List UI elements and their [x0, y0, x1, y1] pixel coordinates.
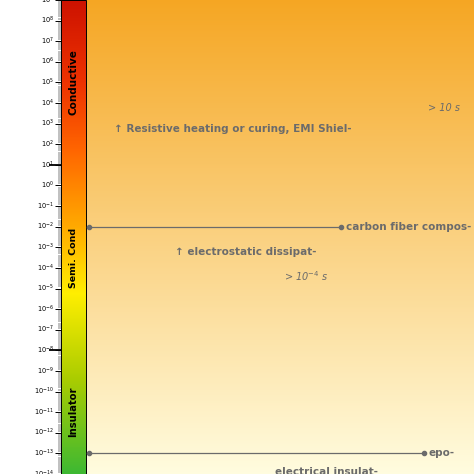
Text: $10^{-3}$: $10^{-3}$	[37, 242, 54, 253]
Bar	[61, 0, 86, 474]
Text: $10^{-7}$: $10^{-7}$	[37, 324, 54, 336]
Text: ↑ Resistive heating or curing, EMI Shiel-: ↑ Resistive heating or curing, EMI Shiel…	[114, 124, 351, 134]
Text: > 10$^{-4}$ s: > 10$^{-4}$ s	[284, 269, 328, 283]
Text: $10^{-13}$: $10^{-13}$	[34, 448, 54, 459]
Text: $10^{2}$: $10^{2}$	[41, 138, 54, 150]
Text: $10^{6}$: $10^{6}$	[41, 56, 54, 67]
Text: $10^{1}$: $10^{1}$	[41, 159, 54, 171]
Text: > 10 s: > 10 s	[428, 103, 460, 113]
Text: $10^{0}$: $10^{0}$	[41, 180, 54, 191]
Text: $10^{-5}$: $10^{-5}$	[37, 283, 54, 294]
Text: $10^{3}$: $10^{3}$	[41, 118, 54, 129]
Text: electrical insulat-: electrical insulat-	[275, 467, 378, 474]
Text: $10^{-9}$: $10^{-9}$	[37, 365, 54, 377]
Text: Conductive: Conductive	[68, 49, 79, 115]
Text: $10^{-14}$: $10^{-14}$	[34, 468, 54, 474]
Text: Semi. Cond: Semi. Cond	[69, 228, 78, 288]
Text: $10^{4}$: $10^{4}$	[41, 97, 54, 109]
Text: $10^{5}$: $10^{5}$	[41, 77, 54, 88]
Text: $10^{-2}$: $10^{-2}$	[37, 221, 54, 232]
Text: $10^{-12}$: $10^{-12}$	[34, 427, 54, 438]
Text: $10^{8}$: $10^{8}$	[41, 15, 54, 26]
Text: $10^{-11}$: $10^{-11}$	[34, 407, 54, 418]
Text: carbon fiber compos-: carbon fiber compos-	[346, 222, 472, 232]
Text: $10^{-4}$: $10^{-4}$	[37, 262, 54, 273]
Text: Insulator: Insulator	[68, 387, 79, 438]
Text: $10^{7}$: $10^{7}$	[41, 36, 54, 47]
Text: ↑ electrostatic dissipat-: ↑ electrostatic dissipat-	[175, 247, 317, 257]
Text: epo-: epo-	[429, 448, 455, 458]
Text: $10^{-6}$: $10^{-6}$	[37, 303, 54, 315]
Text: $10^{-1}$: $10^{-1}$	[37, 201, 54, 212]
Text: $10^{9}$: $10^{9}$	[41, 0, 54, 6]
Text: $10^{-10}$: $10^{-10}$	[34, 386, 54, 397]
Text: $10^{-8}$: $10^{-8}$	[37, 345, 54, 356]
